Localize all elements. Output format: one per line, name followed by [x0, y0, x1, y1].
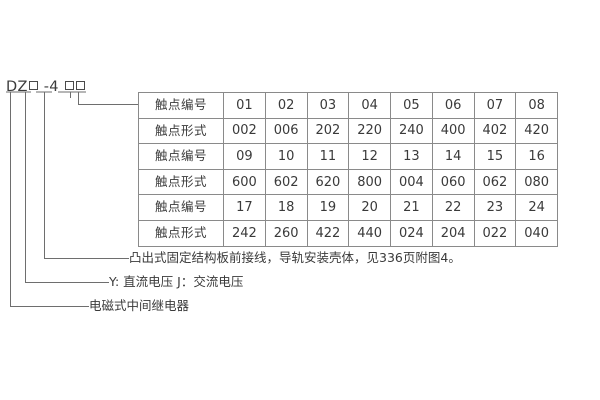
table-row: 触点编号 01 02 03 04 05 06 07 08 [138, 92, 558, 119]
table-cell: 600 [223, 168, 266, 196]
table-cell: 03 [306, 92, 350, 119]
table-row: 触点编号 09 10 11 12 13 14 15 16 [138, 143, 558, 170]
table-cell: 402 [473, 117, 517, 145]
contact-table-body: 触点编号 01 02 03 04 05 06 07 08 触点形式 002 00… [138, 92, 558, 247]
table-cell: 220 [348, 117, 391, 145]
leader-line-to-table [77, 95, 138, 106]
table-cell: 080 [515, 168, 558, 196]
table-cell: 01 [223, 92, 266, 119]
model-placeholder-box-2 [64, 81, 74, 90]
row-label: 触点编号 [138, 143, 224, 170]
contact-code-table: 触点编号 01 02 03 04 05 06 07 08 触点形式 002 00… [138, 92, 558, 247]
model-series-text: -4 [43, 79, 59, 95]
table-cell: 002 [223, 117, 266, 145]
table-cell: 400 [431, 117, 475, 145]
model-designation-code: DZ -4 [6, 79, 86, 95]
table-cell: 004 [390, 168, 433, 196]
table-cell: 18 [264, 194, 308, 221]
table-cell: 17 [223, 194, 266, 221]
table-row: 触点编号 17 18 19 20 21 22 23 24 [138, 194, 558, 221]
leader-line-to-voltage-note [24, 95, 109, 284]
table-cell: 10 [264, 143, 308, 170]
table-cell: 19 [306, 194, 350, 221]
table-cell: 202 [306, 117, 350, 145]
table-cell: 14 [431, 143, 475, 170]
table-cell: 04 [348, 92, 391, 119]
table-cell: 16 [515, 143, 558, 170]
table-cell: 800 [348, 168, 391, 196]
leader-line-to-device-type-note [9, 95, 89, 308]
table-cell: 062 [473, 168, 517, 196]
table-cell: 420 [515, 117, 558, 145]
table-cell: 24 [515, 194, 558, 221]
table-cell: 06 [431, 92, 475, 119]
model-placeholder-box-3 [75, 81, 85, 90]
table-cell: 440 [348, 219, 391, 247]
table-cell: 23 [473, 194, 517, 221]
table-cell: 060 [431, 168, 475, 196]
table-cell: 204 [431, 219, 475, 247]
annotation-voltage: Y: 直流电压 J：交流电压 [109, 274, 244, 289]
table-cell: 422 [306, 219, 350, 247]
table-cell: 022 [473, 219, 517, 247]
table-cell: 242 [223, 219, 266, 247]
annotation-device-type: 电磁式中间继电器 [89, 298, 190, 313]
table-cell: 05 [390, 92, 433, 119]
table-cell: 024 [390, 219, 433, 247]
model-placeholder-box-1 [28, 81, 38, 90]
table-row: 触点形式 600 602 620 800 004 060 062 080 [138, 168, 558, 196]
table-cell: 240 [390, 117, 433, 145]
table-row: 触点形式 002 006 202 220 240 400 402 420 [138, 117, 558, 145]
table-row: 触点形式 242 260 422 440 024 204 022 040 [138, 219, 558, 247]
table-cell: 15 [473, 143, 517, 170]
table-cell: 260 [264, 219, 308, 247]
leader-line-to-structure-note [43, 95, 129, 260]
table-cell: 006 [264, 117, 308, 145]
table-cell: 08 [515, 92, 558, 119]
row-label: 触点形式 [138, 117, 224, 145]
table-cell: 02 [264, 92, 308, 119]
row-label: 触点形式 [138, 219, 224, 247]
table-cell: 07 [473, 92, 517, 119]
table-cell: 13 [390, 143, 433, 170]
table-cell: 12 [348, 143, 391, 170]
table-cell: 11 [306, 143, 350, 170]
table-cell: 09 [223, 143, 266, 170]
model-prefix-text: DZ [6, 79, 28, 95]
table-cell: 602 [264, 168, 308, 196]
annotation-structure: 凸出式固定结构板前接线，导轨安装壳体，见336页附图4。 [129, 250, 461, 265]
table-cell: 620 [306, 168, 350, 196]
table-cell: 20 [348, 194, 391, 221]
table-cell: 22 [431, 194, 475, 221]
row-label: 触点编号 [138, 92, 224, 119]
table-cell: 21 [390, 194, 433, 221]
row-label: 触点形式 [138, 168, 224, 196]
row-label: 触点编号 [138, 194, 224, 221]
table-cell: 040 [515, 219, 558, 247]
